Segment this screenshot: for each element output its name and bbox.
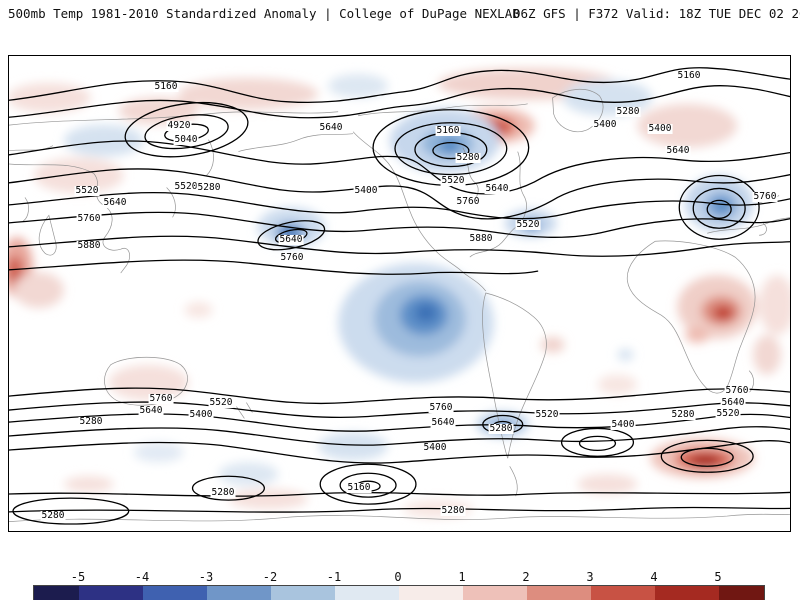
contour-label: 5280 xyxy=(440,505,466,516)
contour-label: 5400 xyxy=(592,119,618,130)
colorbar-tick: -3 xyxy=(198,570,214,584)
contour-label: 4920 xyxy=(166,120,192,131)
contour-label: 5520 xyxy=(534,409,560,420)
contour-label: 5280 xyxy=(670,409,696,420)
contour-label: 5760 xyxy=(148,393,174,404)
contour-label: 5640 xyxy=(318,122,344,133)
colorbar-tick: 5 xyxy=(714,570,722,584)
contour-label: 5760 xyxy=(76,213,102,224)
colorbar-tick: 0 xyxy=(394,570,402,584)
contour-label: 5400 xyxy=(647,123,673,134)
colorbar-tick-labels: -5 -4 -3 -2 -1 0 1 2 3 4 5 xyxy=(33,570,763,584)
anomaly-colorbar xyxy=(33,585,765,600)
contour-label: 5520 xyxy=(440,175,466,186)
colorbar-tick: 2 xyxy=(522,570,530,584)
chart-valid-time: 06Z GFS | F372 Valid: 18Z TUE DEC 02 202… xyxy=(513,6,800,21)
colorbar-segment xyxy=(143,586,207,600)
contour-label: 5160 xyxy=(676,70,702,81)
contour-label: 5640 xyxy=(138,405,164,416)
contour-label: 5520 xyxy=(173,181,199,192)
colorbar-segment xyxy=(399,586,463,600)
colorbar-segment xyxy=(79,586,143,600)
contour-label: 5640 xyxy=(278,234,304,245)
colorbar-wrap: -5 -4 -3 -2 -1 0 1 2 3 4 5 xyxy=(33,570,765,600)
colorbar-tick: -2 xyxy=(262,570,278,584)
contour-label: 5520 xyxy=(515,219,541,230)
colorbar-segment xyxy=(34,586,79,600)
contour-label: 5640 xyxy=(484,183,510,194)
contour-label: 5760 xyxy=(724,385,750,396)
contour-label: 5400 xyxy=(610,419,636,430)
contour-label-layer: 5160 5160 4920 5040 5640 5160 5280 5400 5400 5280… xyxy=(9,56,790,531)
contour-label: 5760 xyxy=(428,402,454,413)
chart-title: 500mb Temp 1981-2010 Standardized Anomal… xyxy=(8,6,520,21)
contour-label: 5280 xyxy=(615,106,641,117)
anomaly-shading xyxy=(9,67,790,519)
colorbar-tick: 4 xyxy=(650,570,658,584)
contour-label: 5280 xyxy=(40,510,66,521)
contour-label: 5640 xyxy=(720,397,746,408)
contour-label: 5760 xyxy=(752,191,778,202)
contour-label: 5400 xyxy=(353,185,379,196)
contour-label: 5640 xyxy=(665,145,691,156)
contour-label: 5160 xyxy=(435,125,461,136)
colorbar-segment xyxy=(719,586,764,600)
contour-label: 5880 xyxy=(76,240,102,251)
contour-label: 5760 xyxy=(279,252,305,263)
colorbar-tick: 3 xyxy=(586,570,594,584)
contour-label: 5160 xyxy=(346,482,372,493)
contour-label: 5040 xyxy=(173,134,199,145)
colorbar-segment xyxy=(655,586,719,600)
world-anomaly-map: 5160 5160 4920 5040 5640 5160 5280 5400 5400 5280… xyxy=(8,55,791,532)
colorbar-tick: -5 xyxy=(70,570,86,584)
contour-label: 5880 xyxy=(468,233,494,244)
contour-label: 5640 xyxy=(430,417,456,428)
colorbar-segment xyxy=(591,586,655,600)
contour-label: 5280 xyxy=(210,487,236,498)
contour-label: 5520 xyxy=(715,408,741,419)
contour-label: 5640 xyxy=(102,197,128,208)
colorbar-segment xyxy=(271,586,335,600)
contour-label: 5760 xyxy=(455,196,481,207)
contour-label: 5520 xyxy=(208,397,234,408)
contour-label: 5400 xyxy=(188,409,214,420)
colorbar-tick: -4 xyxy=(134,570,150,584)
colorbar-segment xyxy=(207,586,271,600)
colorbar-tick: -1 xyxy=(326,570,342,584)
colorbar-tick: 1 xyxy=(458,570,466,584)
colorbar-segment xyxy=(335,586,399,600)
contour-label: 5280 xyxy=(78,416,104,427)
contour-label: 5160 xyxy=(153,81,179,92)
contour-label: 5400 xyxy=(422,442,448,453)
contour-label: 5520 xyxy=(74,185,100,196)
colorbar-segment xyxy=(527,586,591,600)
colorbar-segment xyxy=(463,586,527,600)
map-canvas xyxy=(9,67,790,525)
contour-label: 5280 xyxy=(488,423,514,434)
height-contours xyxy=(9,67,790,525)
contour-label: 5280 xyxy=(455,152,481,163)
contour-label: 5280 xyxy=(196,182,222,193)
